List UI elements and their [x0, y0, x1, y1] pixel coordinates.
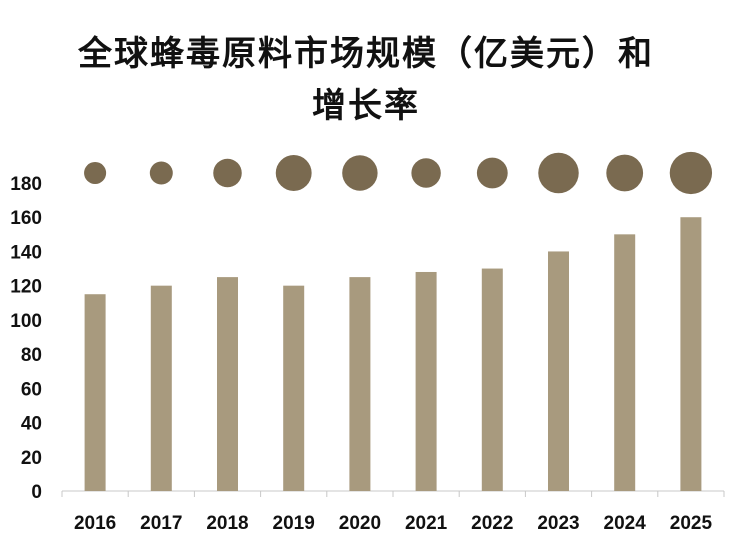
- x-tick-label: 2017: [140, 513, 182, 534]
- bar-2021: [415, 271, 437, 491]
- y-tick-label: 180: [10, 174, 42, 195]
- bar-2019: [283, 285, 305, 491]
- y-tick-label: 140: [10, 242, 42, 263]
- bubble-2024: [606, 154, 644, 192]
- x-tick-label: 2022: [471, 513, 513, 534]
- x-tick-label: 2024: [604, 513, 647, 534]
- x-tick-label: 2021: [405, 513, 448, 534]
- bar-2025: [680, 217, 702, 491]
- y-tick-label: 20: [21, 448, 42, 469]
- y-tick-label: 160: [10, 208, 42, 229]
- bar-2024: [614, 234, 636, 492]
- bar-2017: [150, 285, 172, 491]
- bar-2016: [84, 294, 106, 491]
- x-tick-label: 2025: [670, 513, 713, 534]
- bar-2022: [481, 268, 503, 491]
- bubble-2021: [411, 158, 441, 188]
- bubble-2023: [538, 152, 579, 194]
- x-tick-label: 2016: [74, 513, 116, 534]
- y-tick-label: 0: [31, 482, 42, 503]
- bubble-2022: [476, 157, 508, 189]
- chart-title-line-2: 增长率: [312, 86, 420, 126]
- x-tick-label: 2023: [537, 513, 579, 534]
- x-tick-label: 2020: [339, 513, 381, 534]
- chart-title-line-1: 全球蜂毒原料市场规模（亿美元）和: [78, 34, 654, 74]
- bubble-2017: [149, 161, 173, 185]
- y-tick-label: 100: [10, 311, 42, 332]
- y-tick-label: 120: [10, 277, 42, 298]
- bar-2023: [548, 251, 569, 491]
- y-tick-label: 40: [21, 414, 42, 435]
- chart-title: 全球蜂毒原料市场规模（亿美元）和 增长率: [0, 28, 732, 132]
- x-tick-label: 2019: [273, 513, 315, 534]
- bar-2020: [349, 277, 371, 491]
- bubble-2018: [213, 158, 242, 188]
- bubble-2020: [342, 155, 378, 191]
- y-tick-label: 60: [21, 379, 42, 400]
- x-tick-label: 2018: [206, 513, 248, 534]
- bubble-2025: [669, 151, 713, 195]
- bubble-2016: [84, 161, 107, 185]
- bubble-2019: [275, 155, 312, 191]
- bar-2018: [217, 277, 238, 491]
- y-tick-label: 80: [21, 345, 42, 366]
